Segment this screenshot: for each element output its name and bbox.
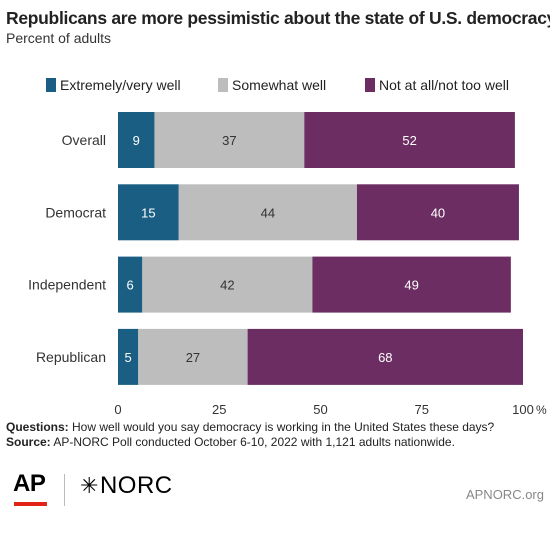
norc-logo-text: NORC [99, 472, 173, 499]
legend-label-somewhat-well: Somewhat well [232, 77, 327, 93]
data-label-republican-not-at-all-not-too-well: 68 [378, 350, 392, 365]
data-label-overall-extremely-very-well: 9 [133, 133, 140, 148]
bar-independent-not-at-all-not-too-well [312, 256, 511, 313]
legend-label-very-well: Extremely/very well [60, 77, 181, 93]
legend-swatch-very-well [46, 78, 56, 92]
x-tick-label-0: 0 [114, 402, 121, 417]
stacked-bar-chart: Overall 9 37 52 Democrat 15 44 40 Independent 6 42… [28, 112, 547, 417]
chart-title: Republicans are more pessimistic about t… [6, 8, 550, 28]
bar-democrat-extremely-very-well [118, 184, 179, 241]
x-tick-label-75: 75 [415, 402, 429, 417]
questions-label: Questions: [6, 420, 69, 434]
x-tick-label-50: 50 [313, 402, 327, 417]
bar-democrat-somewhat-well [178, 184, 357, 241]
source-text: AP-NORC Poll conducted October 6-10, 202… [53, 435, 455, 449]
category-label-independent: Independent [28, 277, 106, 293]
legend-swatch-not-well [365, 78, 375, 92]
legend-item-not-well: Not at all/not too well [365, 77, 509, 93]
ap-logo: AP [13, 470, 46, 497]
site-link[interactable]: APNORC.org [465, 487, 544, 502]
data-label-independent-extremely-very-well: 6 [127, 278, 134, 293]
x-tick-label-25: 25 [212, 402, 226, 417]
bar-democrat-not-at-all-not-too-well [356, 184, 519, 241]
source-note: Source: AP-NORC Poll conducted October 6… [6, 435, 546, 450]
bar-independent-somewhat-well [142, 256, 313, 313]
chart-subtitle: Percent of adults [6, 30, 112, 46]
bar-republican-somewhat-well [138, 328, 248, 385]
bar-republican-extremely-very-well [118, 328, 139, 385]
data-label-overall-somewhat-well: 37 [222, 133, 236, 148]
bar-independent-extremely-very-well [118, 256, 143, 313]
x-axis-unit: % [536, 403, 547, 417]
data-label-democrat-extremely-very-well: 15 [141, 205, 155, 220]
bar-overall-extremely-very-well [118, 112, 155, 168]
norc-star-icon: ✳ [80, 473, 99, 498]
bar-republican-not-at-all-not-too-well [247, 328, 523, 385]
data-label-republican-somewhat-well: 27 [186, 350, 200, 365]
x-tick-label-100: 100 [512, 402, 534, 417]
category-label-republican: Republican [36, 349, 106, 365]
legend-label-not-well: Not at all/not too well [379, 77, 509, 93]
questions-note: Questions: How well would you say democr… [6, 420, 546, 435]
questions-text: How well would you say democracy is work… [72, 420, 495, 434]
legend-swatch-somewhat-well [218, 78, 228, 92]
legend-item-somewhat-well: Somewhat well [218, 77, 326, 93]
data-label-democrat-not-at-all-not-too-well: 40 [431, 205, 445, 220]
norc-logo: ✳NORC [80, 472, 173, 500]
bar-overall-somewhat-well [154, 112, 305, 168]
category-label-overall: Overall [62, 132, 106, 148]
logo-divider [64, 474, 65, 506]
source-label: Source: [6, 435, 51, 449]
data-label-overall-not-at-all-not-too-well: 52 [402, 133, 416, 148]
data-label-independent-somewhat-well: 42 [220, 278, 234, 293]
category-label-democrat: Democrat [45, 204, 106, 220]
data-label-republican-extremely-very-well: 5 [125, 350, 132, 365]
footer-notes: Questions: How well would you say democr… [6, 420, 546, 450]
ap-logo-bar [14, 502, 47, 506]
legend-item-very-well: Extremely/very well [46, 77, 181, 93]
chart-legend: Extremely/very well Somewhat well Not at… [0, 77, 550, 95]
data-label-democrat-somewhat-well: 44 [261, 205, 275, 220]
bar-overall-not-at-all-not-too-well [304, 112, 515, 168]
data-label-independent-not-at-all-not-too-well: 49 [404, 278, 418, 293]
